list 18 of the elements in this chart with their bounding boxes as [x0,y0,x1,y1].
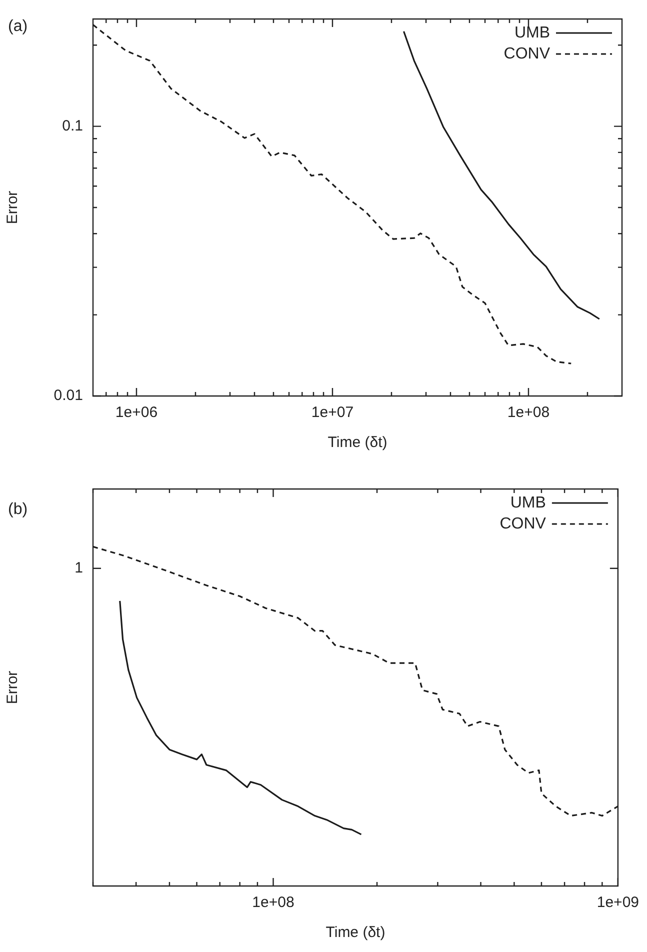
legend-label: UMB [514,24,550,42]
x-axis-title: Time (δt) [326,924,386,942]
chart-title: (b) [8,501,28,519]
y-tick-label: 0.01 [54,387,83,404]
x-tick-label: 1e+09 [596,894,640,912]
x-tick-label: 1e+08 [507,404,550,422]
y-tick-label: 0.1 [62,117,83,134]
legend-label: UMB [510,494,546,512]
y-axis-title: Error [4,670,22,704]
x-tick-label: 1e+07 [311,404,354,422]
y-axis-title: Error [4,190,22,224]
x-tick-label: 1e+08 [252,894,294,912]
legend-label: CONV [500,515,546,532]
text: 1 [74,560,83,577]
x-tick-label: 1e+06 [115,404,158,422]
chart-title: (a) [8,18,28,36]
x-axis-title: Time (δt) [328,434,388,452]
legend-label: CONV [504,45,550,62]
